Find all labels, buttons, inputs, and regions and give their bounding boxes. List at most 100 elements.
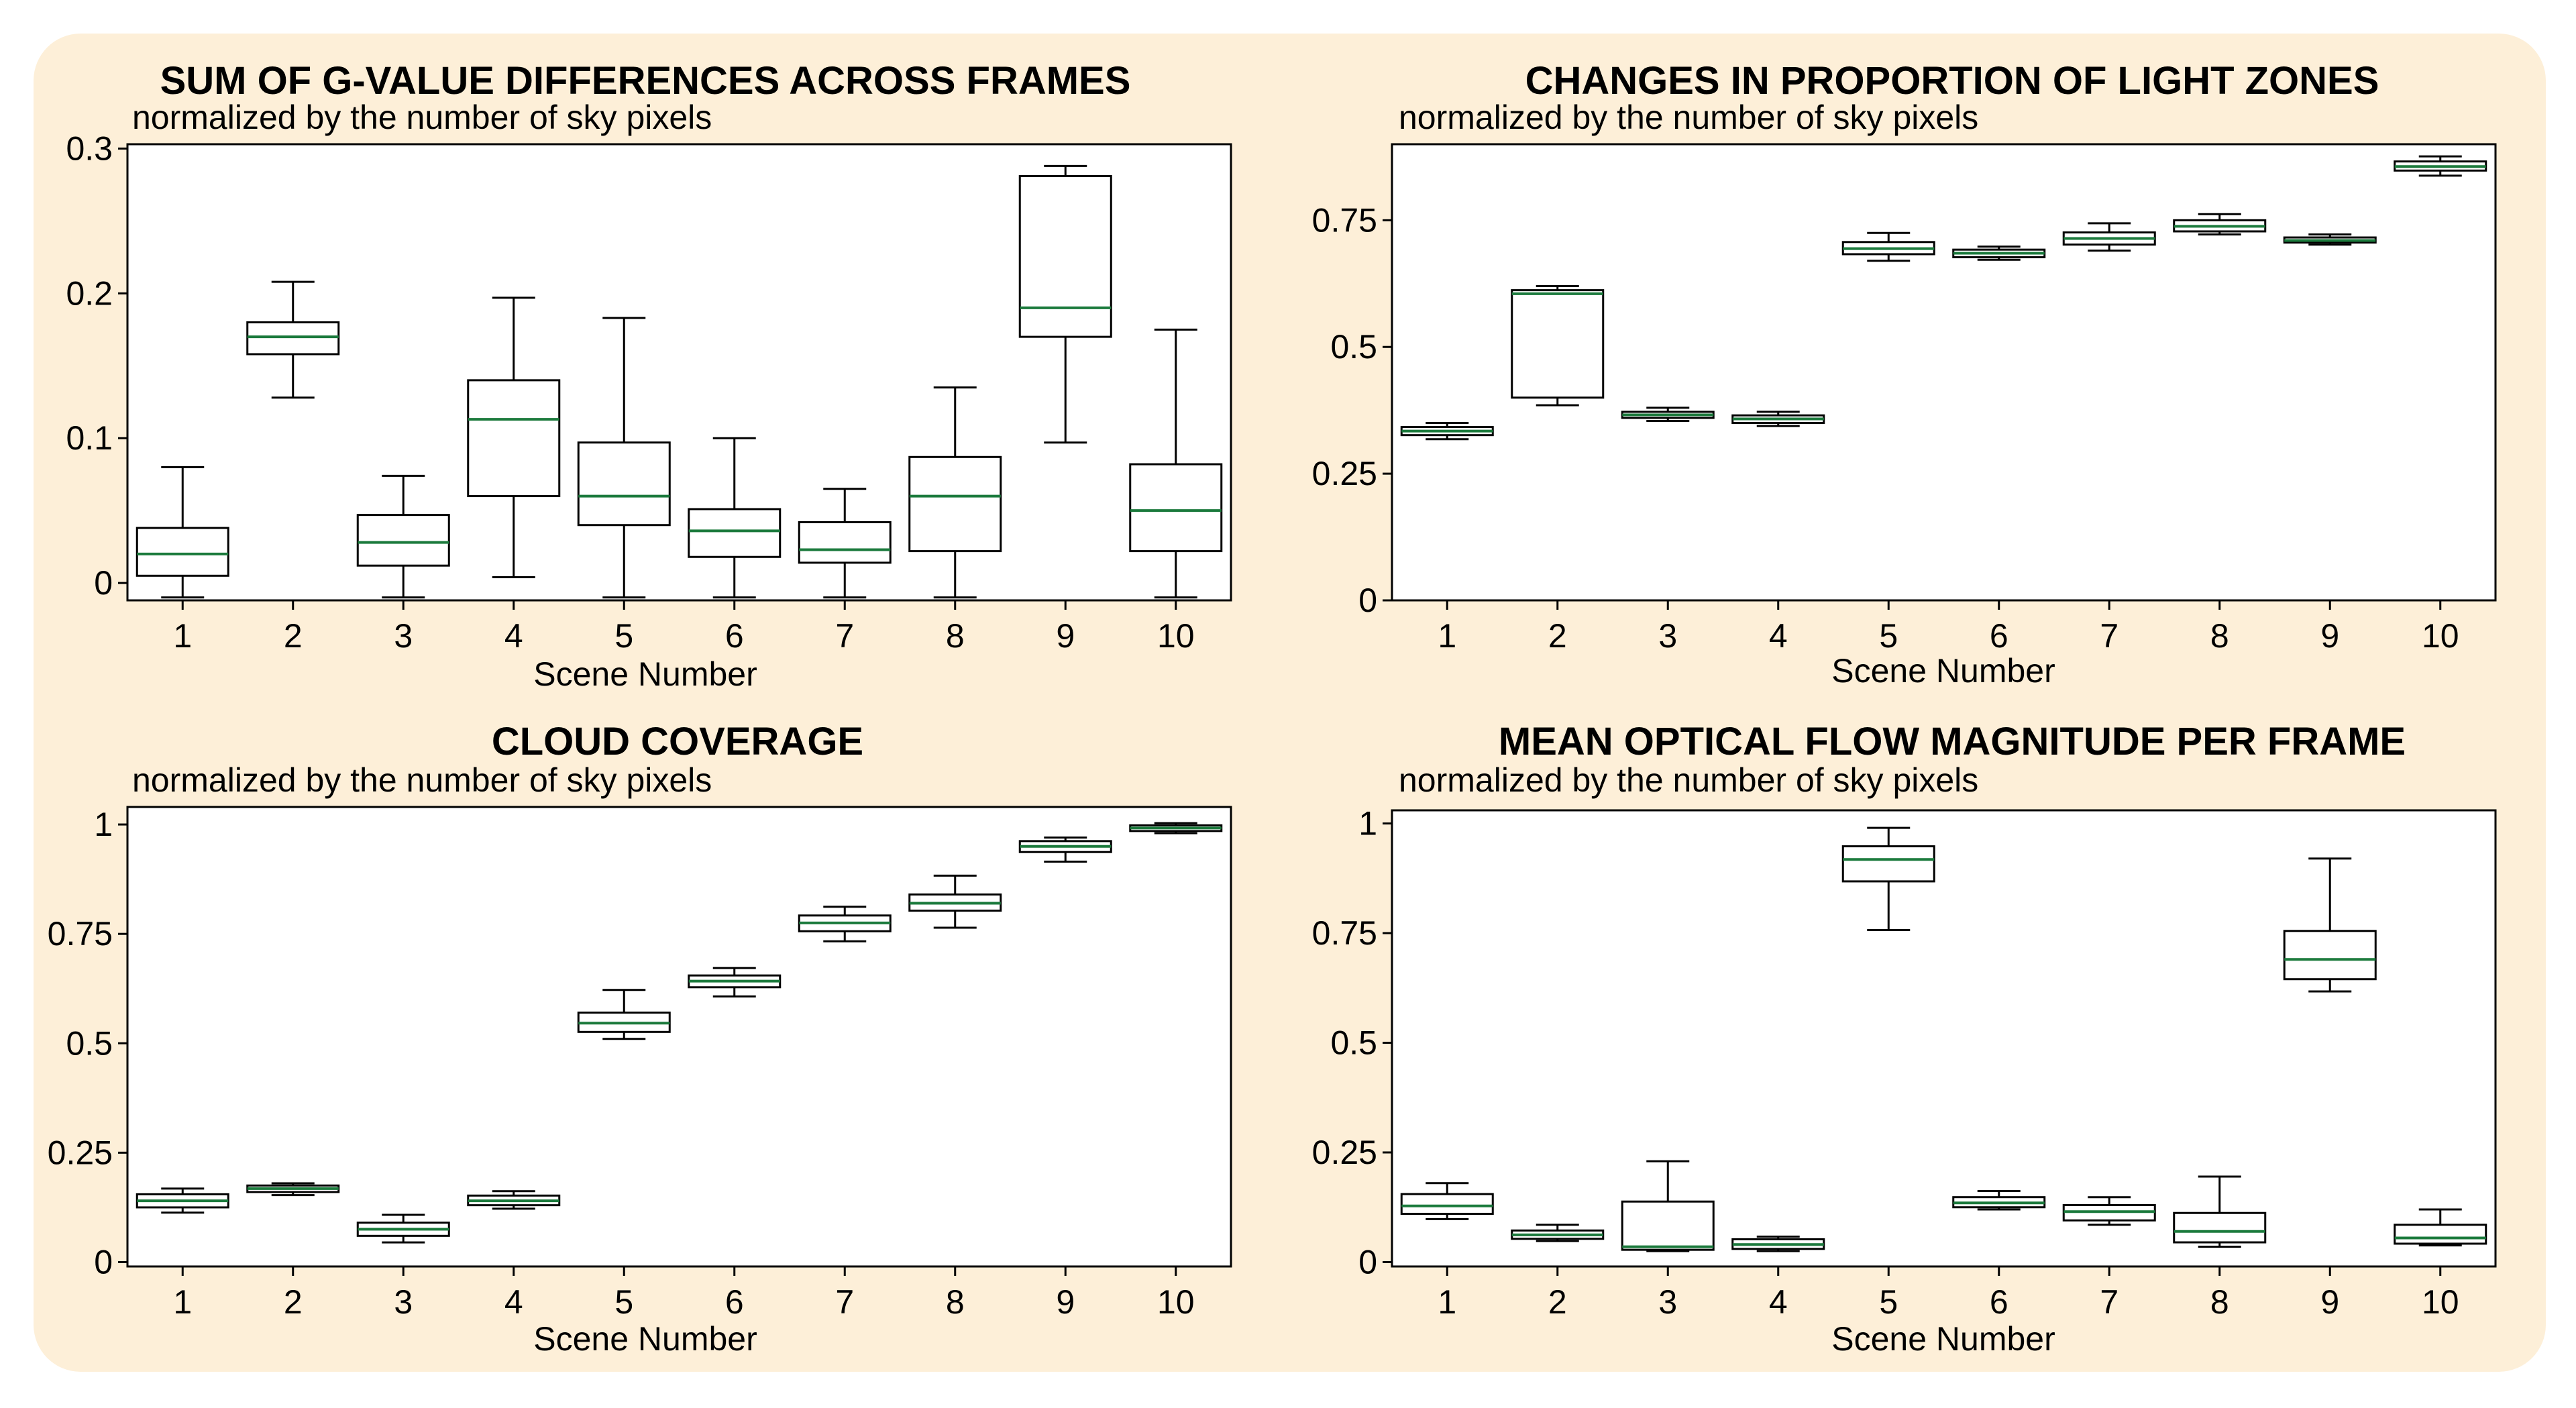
box-plot-scene-7	[798, 906, 892, 942]
box-plot-scene-4	[1731, 1236, 1825, 1252]
box-plot-scene-5	[1841, 231, 1935, 262]
box-plot-scene-2	[1511, 285, 1605, 407]
chart-title: MEAN OPTICAL FLOW MAGNITUDE PER FRAME	[1499, 720, 2406, 763]
x-tick-label: 5	[1879, 617, 1898, 655]
x-tick-label: 7	[2100, 1283, 2118, 1321]
interquartile-box	[1621, 1200, 1715, 1251]
x-tick-label: 3	[1658, 1283, 1677, 1321]
box-plot-scene-8	[2173, 1175, 2267, 1248]
y-tick-label: 0.75	[1312, 201, 1377, 239]
y-tick-label: 1	[1358, 805, 1377, 843]
box-plot-scene-7	[2062, 222, 2156, 252]
interquartile-box	[246, 321, 340, 356]
box-plot-scene-10	[1129, 328, 1223, 599]
x-axis-label: Scene Number	[533, 655, 757, 693]
x-tick-label: 8	[2210, 617, 2229, 655]
chart-panel-optical-flow: MEAN OPTICAL FLOW MAGNITUDE PER FRAME no…	[1312, 720, 2497, 1358]
y-tick-label: 0.5	[1330, 1024, 1377, 1062]
x-tick-label: 5	[614, 617, 633, 655]
interquartile-box	[467, 379, 561, 498]
box-plot-scene-1	[1400, 1182, 1494, 1220]
box-plot-scene-3	[356, 1213, 450, 1244]
interquartile-box	[136, 527, 229, 577]
plot-area: 0 0.25 0.5 0.75 1 1 2 3 4 5 6 7 8 9 10	[48, 806, 1232, 1321]
box-plot-scene-10	[1129, 822, 1223, 834]
x-tick-label: 9	[2320, 1283, 2339, 1321]
box-plot-scene-1	[136, 466, 229, 599]
plot-area: 0 0.25 0.5 0.75 1 1 2 3 4 5 6 7 8 9 10	[1312, 805, 2497, 1321]
x-tick-label: 4	[504, 1283, 523, 1321]
interquartile-box	[1129, 463, 1223, 553]
chart-subtitle: normalized by the number of sky pixels	[1399, 761, 1978, 799]
box-plot-scene-9	[2283, 857, 2377, 993]
x-tick-label: 4	[1769, 617, 1788, 655]
x-tick-label: 6	[1990, 617, 2008, 655]
box-plot-scene-5	[1841, 826, 1935, 931]
x-tick-label: 6	[1990, 1283, 2008, 1321]
box-plot-scene-10	[2394, 155, 2487, 177]
interquartile-box	[1841, 845, 1935, 883]
y-tick-label: 0.1	[66, 419, 113, 457]
y-tick-label: 0.3	[66, 129, 113, 167]
box-plot-scene-1	[136, 1187, 229, 1214]
x-tick-label: 10	[1157, 617, 1195, 655]
x-tick-label: 1	[173, 1283, 192, 1321]
x-tick-label: 6	[725, 617, 744, 655]
chart-panel-light-zones: CHANGES IN PROPORTION OF LIGHT ZONES nor…	[1312, 59, 2497, 690]
x-tick-label: 10	[1157, 1283, 1195, 1321]
box-plot-scene-3	[1621, 407, 1715, 423]
box-plot-scene-2	[1511, 1224, 1605, 1242]
y-tick-label: 0.25	[1312, 455, 1377, 492]
chart-subtitle: normalized by the number of sky pixels	[132, 99, 712, 136]
box-plot-scene-4	[1731, 411, 1825, 427]
x-tick-label: 5	[1879, 1283, 1898, 1321]
chart-subtitle: normalized by the number of sky pixels	[1399, 99, 1978, 136]
x-tick-label: 9	[1056, 1283, 1075, 1321]
x-tick-label: 3	[394, 617, 413, 655]
x-axis-label: Scene Number	[1831, 1320, 2055, 1358]
x-tick-label: 1	[173, 617, 192, 655]
interquartile-box	[1400, 1193, 1494, 1215]
box-plot-scene-10	[2394, 1208, 2487, 1247]
interquartile-box	[2173, 1211, 2267, 1244]
box-plot-scene-7	[798, 488, 892, 599]
x-tick-label: 1	[1438, 617, 1456, 655]
y-tick-label: 1	[94, 806, 113, 843]
chart-panel-cloud-coverage: CLOUD COVERAGE normalized by the number …	[48, 720, 1232, 1358]
x-tick-label: 4	[1769, 1283, 1788, 1321]
box-plot-scene-8	[908, 874, 1002, 929]
x-tick-label: 9	[1056, 617, 1075, 655]
y-tick-label: 0.5	[1330, 328, 1377, 366]
chart-subtitle: normalized by the number of sky pixels	[132, 761, 712, 799]
box-plot-scene-3	[356, 474, 450, 599]
box-plot-scene-8	[908, 386, 1002, 599]
box-plot-scene-4	[467, 296, 561, 578]
box-plot-scene-6	[688, 967, 782, 997]
x-tick-label: 3	[394, 1283, 413, 1321]
box-plot-scene-4	[467, 1190, 561, 1210]
y-tick-label: 0.25	[1312, 1134, 1377, 1171]
interquartile-box	[688, 508, 782, 558]
y-tick-label: 0.5	[66, 1024, 113, 1062]
x-tick-label: 7	[2100, 617, 2118, 655]
x-axis-label: Scene Number	[533, 1320, 757, 1358]
box-plot-scene-6	[1952, 1190, 2046, 1211]
plot-area: 0 0.1 0.2 0.3 1 2 3 4 5 6 7 8 9 10	[66, 129, 1232, 655]
y-tick-label: 0.25	[48, 1134, 113, 1171]
box-plot-scene-9	[2283, 233, 2377, 246]
chart-title: SUM OF G-VALUE DIFFERENCES ACROSS FRAMES	[160, 59, 1131, 103]
x-tick-label: 10	[2422, 617, 2459, 655]
box-plot-scene-8	[2173, 213, 2267, 235]
y-tick-label: 0	[1358, 582, 1377, 619]
y-tick-label: 0	[94, 1243, 113, 1281]
box-plot-scene-5	[577, 317, 671, 599]
y-tick-label: 0.75	[48, 915, 113, 953]
x-tick-label: 2	[1548, 1283, 1567, 1321]
box-plot-scene-9	[1018, 836, 1112, 863]
plot-area: 0 0.25 0.5 0.75 1 2 3 4 5 6 7 8 9 10	[1312, 143, 2497, 655]
x-tick-label: 9	[2320, 617, 2339, 655]
y-tick-label: 0.75	[1312, 914, 1377, 952]
box-plot-scene-3	[1621, 1160, 1715, 1252]
x-tick-label: 8	[946, 1283, 965, 1321]
